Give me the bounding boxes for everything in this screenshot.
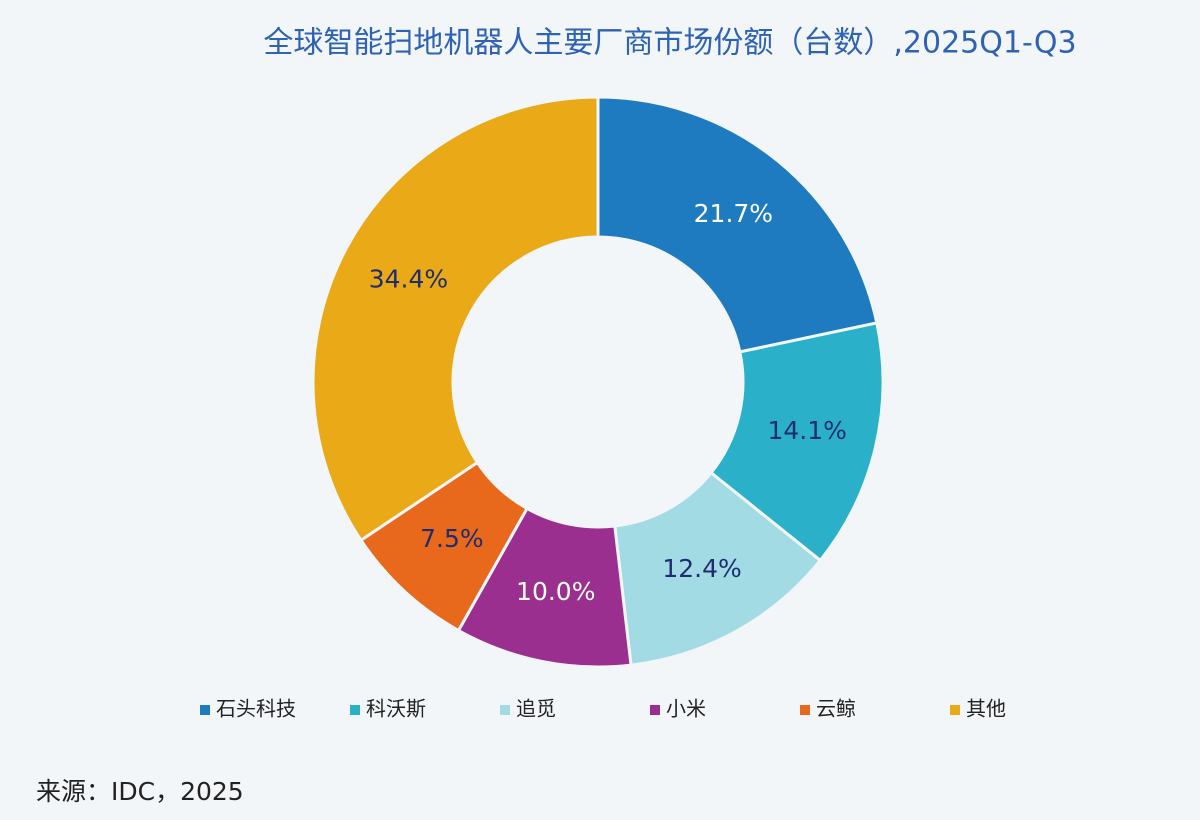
legend-label: 石头科技: [216, 697, 296, 721]
data-label: 34.4%: [369, 265, 448, 294]
legend-label: 科沃斯: [366, 697, 426, 721]
legend-swatch: [350, 705, 360, 715]
chart-title: 全球智能扫地机器人主要厂商市场份额（台数）,2025Q1-Q3: [263, 26, 1076, 61]
legend-label: 云鲸: [816, 697, 856, 721]
donut-slice: [311, 95, 600, 543]
data-label: 14.1%: [767, 416, 846, 445]
legend-swatch: [650, 705, 660, 715]
legend-swatch: [800, 705, 810, 715]
legend-swatch: [500, 705, 510, 715]
legend-swatch: [950, 705, 960, 715]
legend-label: 追觅: [516, 697, 556, 721]
donut-slice: [708, 321, 885, 563]
source-note: 来源：IDC，2025: [36, 777, 244, 806]
data-label: 7.5%: [420, 524, 484, 553]
donut-slice: [596, 95, 879, 354]
legend-swatch: [200, 705, 210, 715]
data-label: 21.7%: [694, 199, 773, 228]
data-label: 12.4%: [662, 554, 741, 583]
data-label: 10.0%: [516, 577, 595, 606]
legend-label: 其他: [966, 697, 1006, 721]
legend-label: 小米: [666, 697, 706, 721]
